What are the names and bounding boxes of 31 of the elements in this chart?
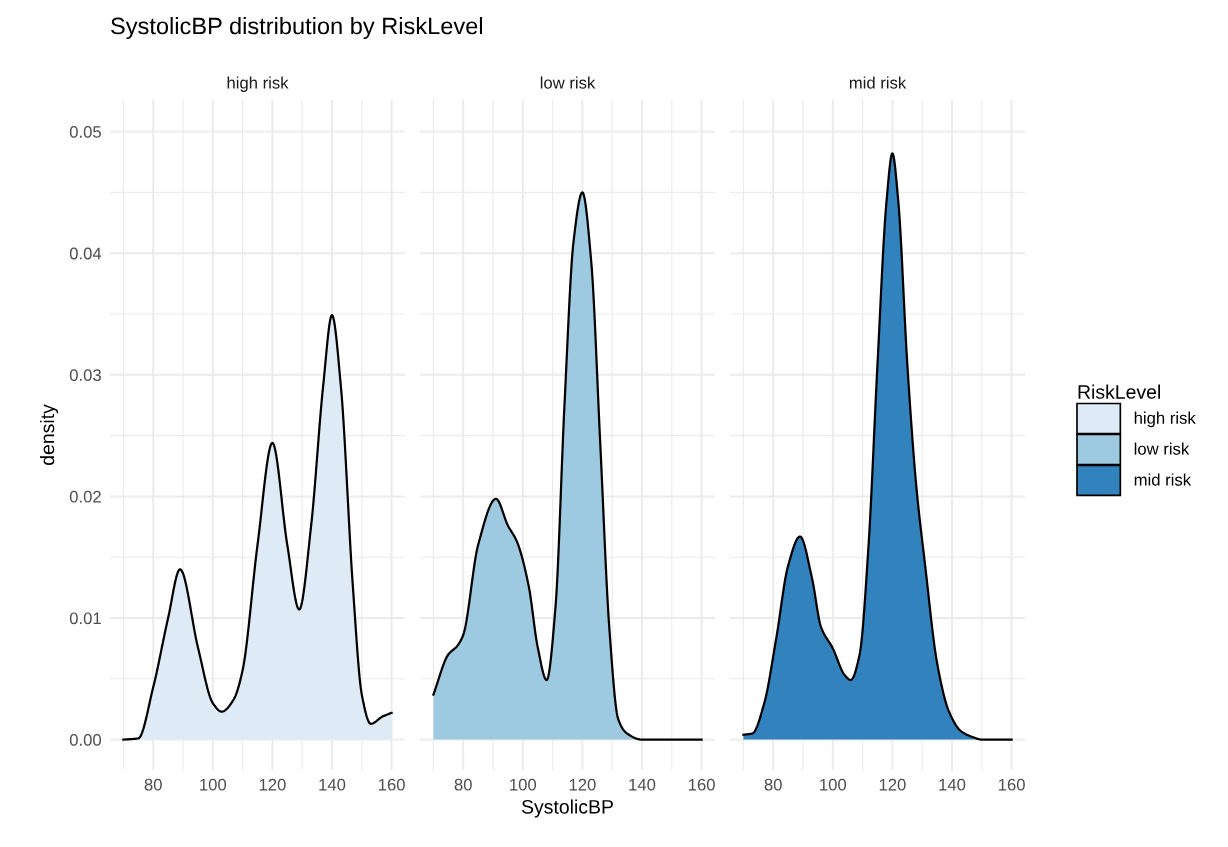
text: mid risk [1134,473,1192,486]
x-tick-label: 140 [629,778,656,791]
x-tick-label: 160 [378,778,405,791]
x-tick-label: 100 [200,778,227,791]
x-tick-label: 160 [998,778,1025,791]
x-tick-label: 80 [144,778,162,791]
legend-title: RiskLevel [1078,384,1160,399]
y-tick-label: 0.03 [69,369,101,382]
y-tick-label: 0.01 [69,612,101,625]
y-tick-label: 0.02 [69,490,101,503]
chart-title: SystolicBP distribution by RiskLevel [111,17,482,39]
chart-subtitle: high risk [227,76,289,92]
x-tick-label: 100 [820,778,847,791]
text: low risk [1134,442,1190,455]
y-tick-label: 0.00 [69,734,102,746]
chart-subtitle: low risk [540,76,596,89]
x-tick-label: 140 [319,778,346,791]
x-tick-label: 160 [688,778,715,791]
legend-label: high risk [1134,411,1196,428]
y-axis-title: density [39,404,59,465]
x-tick-label: 80 [454,778,472,791]
chart-subtitle: mid risk [849,76,907,89]
x-axis-title: SystolicBP [521,799,613,818]
y-tick-label: 0.05 [69,126,101,138]
y-tick-label: 0.04 [69,247,102,260]
x-tick-label: 120 [259,778,286,791]
x-tick-label: 120 [569,778,596,791]
x-tick-label: 140 [939,778,966,791]
x-tick-label: 80 [764,778,782,791]
x-tick-label: 100 [510,778,537,791]
x-tick-label: 120 [879,778,906,791]
